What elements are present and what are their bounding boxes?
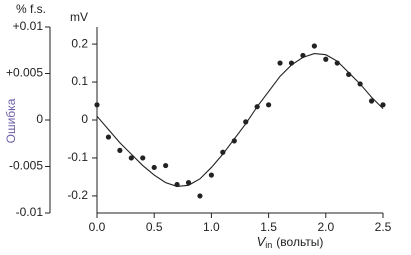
x-tick-label: 0.0 [89,220,106,234]
x-title-rest: (вольты) [276,235,323,249]
data-point [163,162,169,169]
y2-tick-label: -0.01 [16,205,44,219]
data-point [277,60,283,66]
x-tick-label: 1.0 [203,220,220,234]
y2-tick-label: +0.01 [13,19,44,33]
y-tick-label: 0.1 [71,74,88,88]
data-point [231,138,237,144]
x-title-sub: in [265,240,272,250]
y2-tick-label: -0.005 [9,159,43,173]
data-point [117,147,123,153]
y-tick-label: -0.2 [67,188,88,202]
data-point [105,134,112,140]
data-point [323,56,329,62]
y2-axis-title: Ошибка [4,98,18,143]
y2-tick-label: 0 [36,112,43,126]
data-point [140,155,146,161]
data-point [368,98,375,104]
data-point [208,172,214,178]
data-point [197,193,203,199]
x-tick-label: 0.5 [146,220,163,234]
data-point [311,43,317,49]
y-tick-label: 0 [81,112,88,126]
data-point [266,102,272,108]
x-tick-label: 1.5 [260,220,277,234]
data-point [128,155,134,161]
y-tick-label: 0.2 [71,36,88,50]
data-point [94,102,100,108]
x-tick-label: 2.0 [317,220,334,234]
y-axis-unit: mV [70,10,88,24]
data-point [151,164,157,171]
y2-tick-label: +0.005 [6,66,43,80]
y2-axis-unit: % f.s. [16,2,46,16]
fit-curve [96,53,384,187]
data-point [220,149,226,155]
data-point [243,119,249,125]
data-point [380,102,386,108]
x-title-main: V [257,234,267,249]
x-axis-title: Vin (вольты) [257,234,324,250]
x-tick-label: 2.5 [375,220,392,234]
y-tick-label: -0.1 [67,150,88,164]
